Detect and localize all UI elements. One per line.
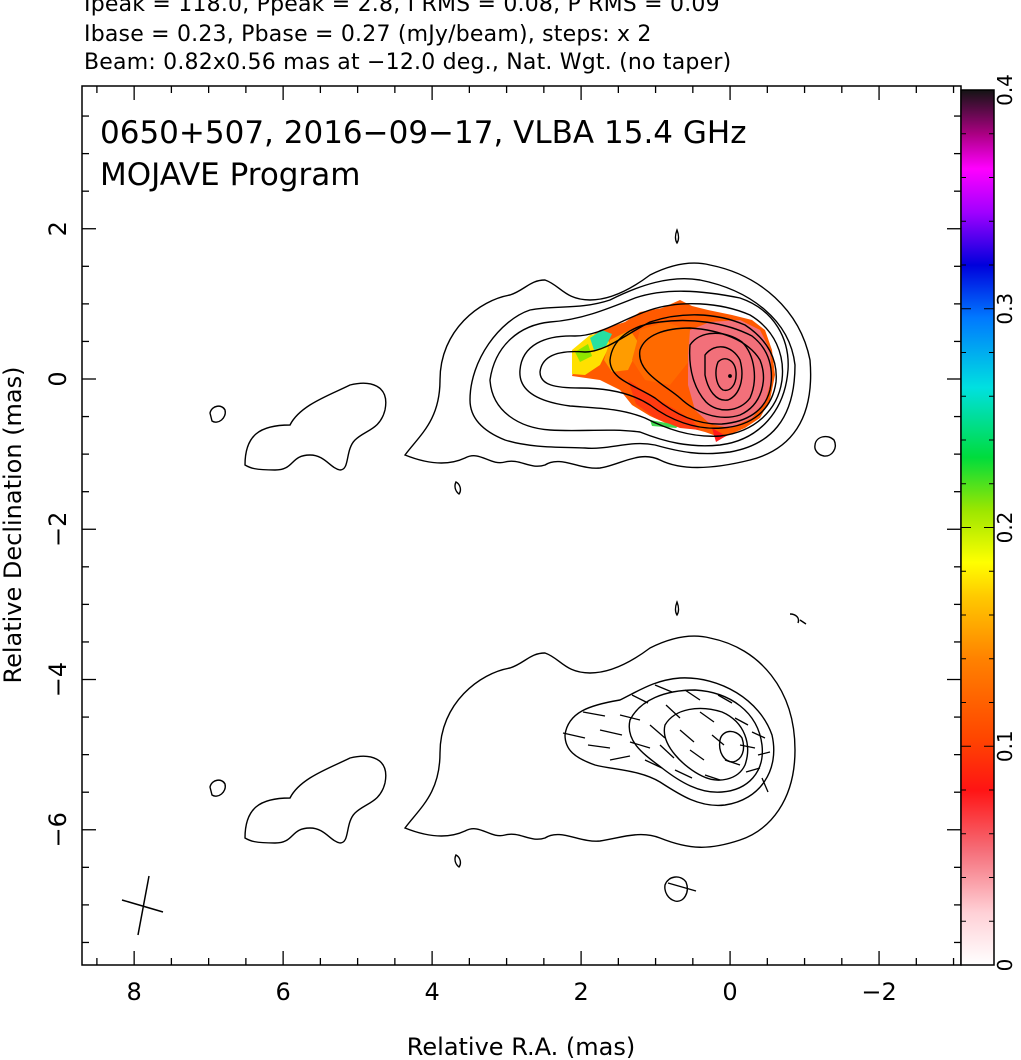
y-axis-label: Relative Declination (mas): [0, 366, 27, 683]
chart-subtitle: MOJAVE Program: [100, 157, 360, 193]
contour-top-2: [469, 278, 796, 455]
contour-top-9: [704, 346, 743, 401]
contour-bottom-spot-4: [454, 854, 462, 868]
colorbar-tick-label: 0.1: [993, 730, 1017, 762]
x-tick-label: 4: [424, 978, 439, 1006]
contour-top-spot-1: [209, 405, 226, 423]
contour-top-tail: [244, 382, 387, 471]
y-tick-label: −2: [44, 512, 72, 547]
y-axis: −6 −4 −2 0 2: [44, 115, 961, 944]
contour-top-spot-2: [814, 435, 836, 457]
y-tick-label: 0: [44, 371, 72, 386]
contour-bottom-spot-2: [664, 876, 688, 902]
contour-bottom-spot-5: [789, 613, 807, 625]
y-tick-label: −4: [44, 662, 72, 697]
colorbar-axis: 0 0.1 0.2 0.3 0.4: [961, 74, 1017, 971]
colorbar-tick-label: 0.4: [993, 74, 1017, 106]
contour-top-1: [403, 262, 812, 469]
contour-bottom-2: [564, 677, 775, 807]
x-tick-label: 6: [275, 978, 290, 1006]
x-axis: 8 6 4 2 0 −2: [96, 86, 955, 1006]
beam-cross: [121, 875, 164, 936]
contour-top-6: [609, 319, 773, 425]
contour-top-8: [688, 332, 756, 411]
contour-top-3: [489, 290, 789, 447]
y-tick-label: −6: [44, 812, 72, 847]
x-tick-label: 0: [722, 978, 737, 1006]
header-line-1: Ipeak = 118.0, Ppeak = 2.8, I RMS = 0.08…: [84, 0, 720, 17]
contours-bottom: [209, 600, 807, 902]
contour-top-spot-3: [674, 228, 680, 245]
contour-top-4: [519, 303, 784, 437]
x-tick-label: 8: [127, 978, 142, 1006]
contour-bottom-4: [663, 707, 749, 781]
contour-top-7: [639, 327, 764, 418]
contour-bottom-spot-1: [209, 779, 226, 797]
contour-top-10: [715, 358, 737, 392]
contour-bottom-5: [718, 730, 745, 763]
plot-frame: [81, 85, 962, 966]
colorbar-tick-label: 0.2: [993, 512, 1017, 544]
x-tick-label: −2: [861, 978, 896, 1006]
chart-title: 0650+507, 2016−09−17, VLBA 15.4 GHz: [100, 115, 746, 151]
x-tick-label: 2: [573, 978, 588, 1006]
contour-bottom-3: [628, 689, 763, 793]
contour-bottom-spot-3: [674, 600, 680, 617]
core-marker-top: [728, 374, 732, 378]
header-line-3: Beam: 0.82x0.56 mas at −12.0 deg., Nat. …: [84, 50, 732, 75]
contour-bottom-tail: [244, 755, 387, 844]
colorbar-tick-label: 0: [993, 959, 1017, 972]
evpa-ticks: [562, 684, 771, 892]
colorbar-tick-label: 0.3: [993, 293, 1017, 325]
contour-top-5: [539, 314, 777, 429]
contour-top-spot-4: [454, 481, 462, 495]
y-tick-label: 2: [44, 221, 72, 236]
x-axis-label: Relative R.A. (mas): [407, 1033, 635, 1060]
contours-top: [209, 228, 836, 495]
header-line-2: Ibase = 0.23, Pbase = 0.27 (mJy/beam), s…: [84, 22, 652, 47]
contour-bottom-1: [403, 635, 796, 848]
